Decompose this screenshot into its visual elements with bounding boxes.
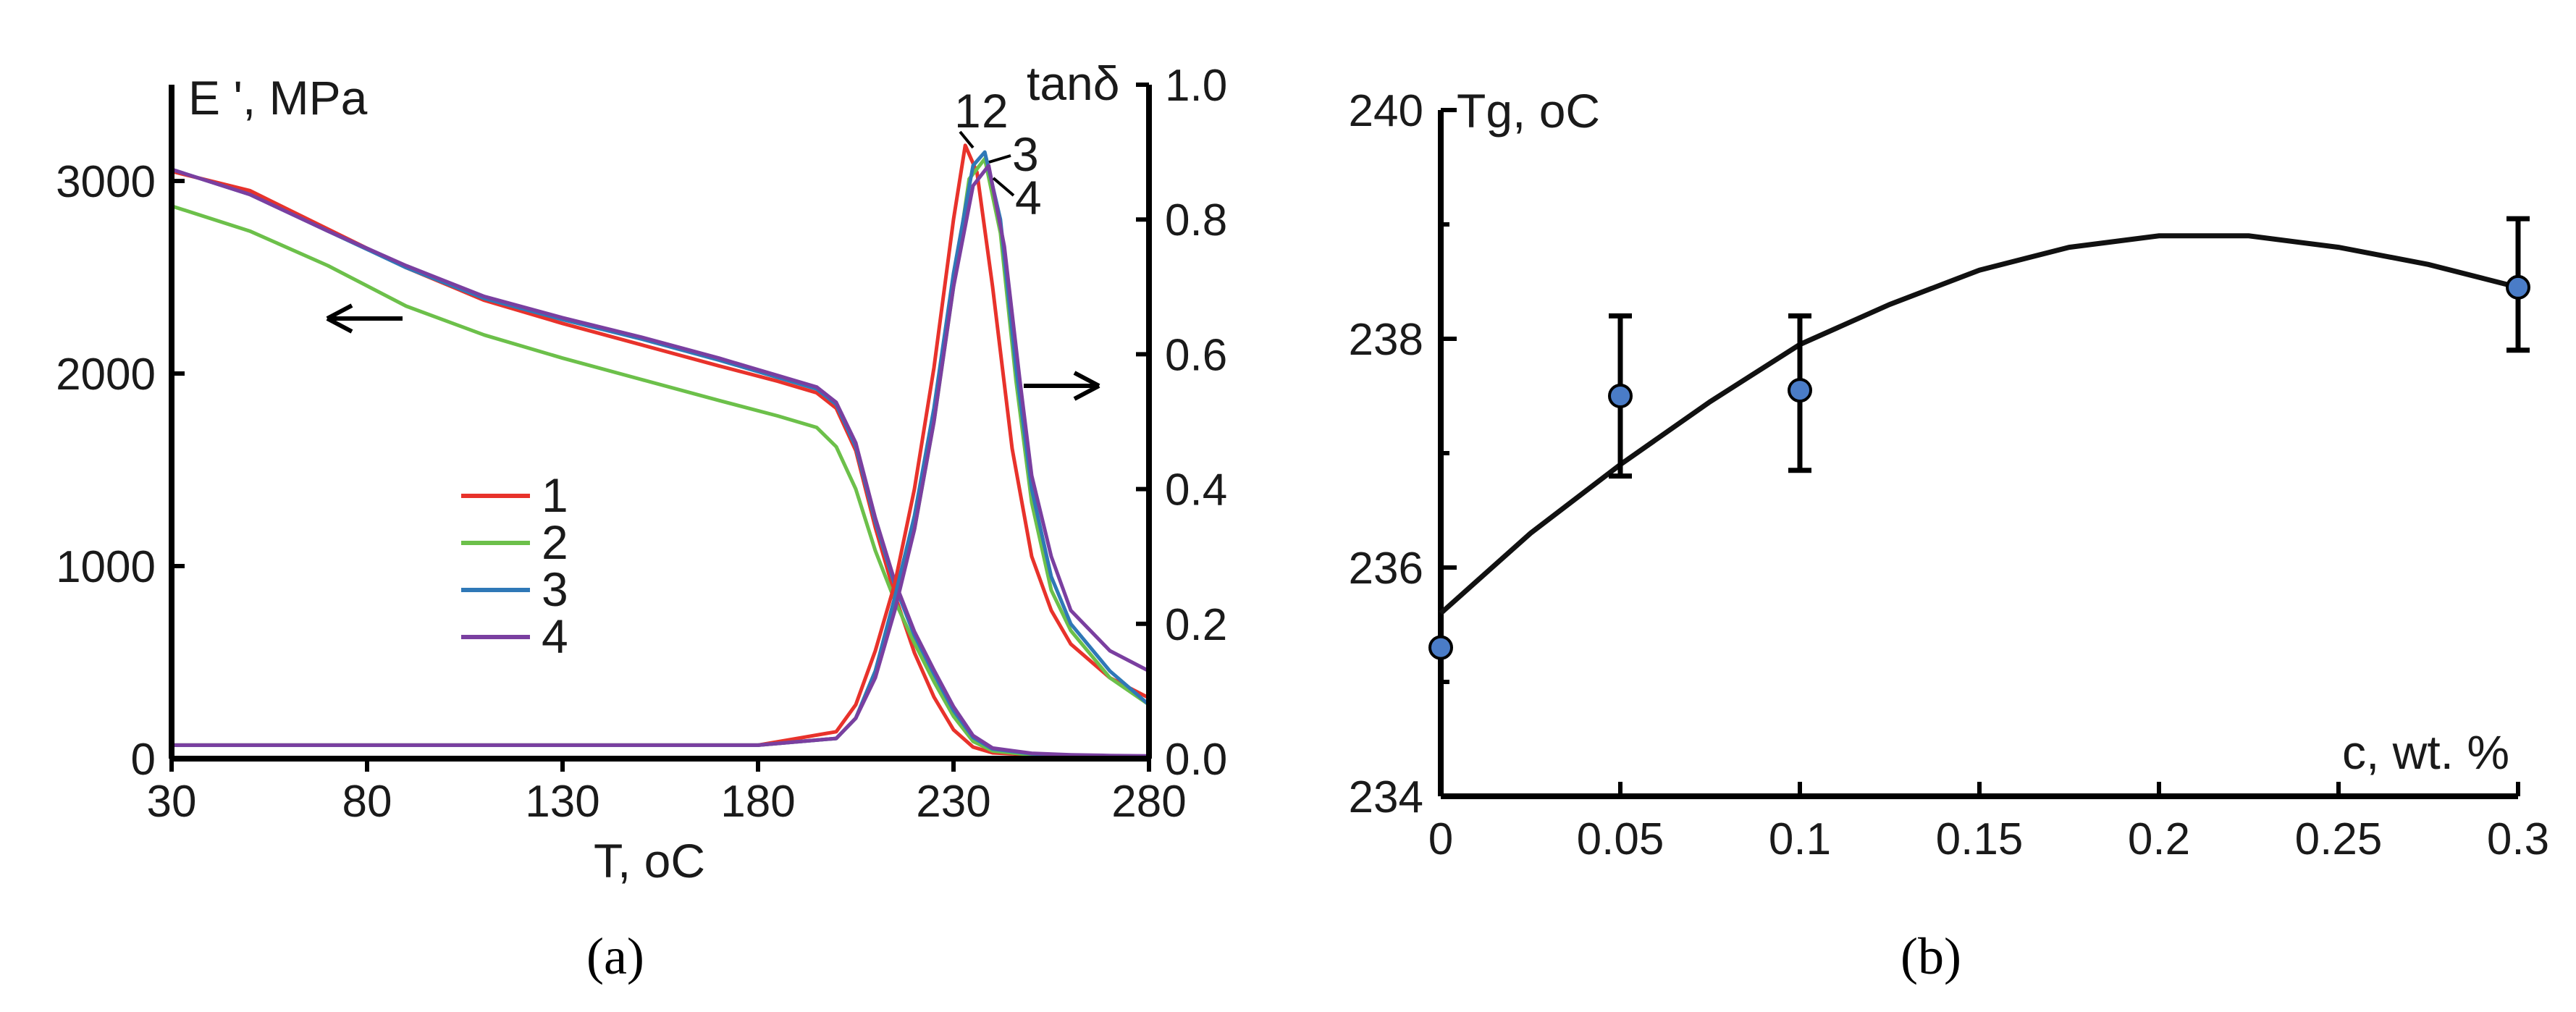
panel-a-caption: (a) (586, 927, 644, 985)
y-right-tick-label: 0.4 (1165, 465, 1227, 515)
panel-a-ticks: 30 80 130 180 230 280 0 1000 2000 3000 0.0 0.2 0.4 0.… (56, 61, 1227, 827)
x-tick-label: 30 (147, 777, 197, 827)
panel-b-chart: 0 0.05 0.1 0.15 0.2 0.25 0.3 234 236 238 240 Tg, o… (1349, 84, 2550, 985)
peak-label-2: 2 (982, 84, 1009, 138)
panel-a-chart: 30 80 130 180 230 280 0 1000 2000 3000 0.0 0.2 0.4 0.… (56, 56, 1227, 985)
storage-modulus-line-2 (169, 204, 1151, 759)
data-point-3 (2506, 274, 2530, 300)
y-left-axis-label: E ', MPa (188, 71, 368, 125)
x-tick-label: 0.3 (2487, 814, 2549, 864)
x-tick-label: 80 (342, 777, 392, 827)
x-tick-label: 180 (720, 777, 795, 827)
y-tick-label: 238 (1349, 315, 1423, 365)
data-points (1428, 216, 2530, 660)
y-tick-label: 240 (1349, 86, 1423, 136)
data-point-2 (1788, 378, 1812, 403)
y-tick-label: 234 (1349, 772, 1423, 822)
panel-a-axes (169, 85, 1152, 762)
x-tick-label: 0.05 (1577, 814, 1664, 864)
panel-b-axes (1438, 110, 2518, 799)
tan-delta-series-group (169, 143, 1151, 747)
data-point-0 (1428, 635, 1453, 660)
x-tick-label: 280 (1111, 777, 1186, 827)
storage-modulus-line-4 (169, 167, 1151, 758)
panel-b-caption: (b) (1901, 927, 1961, 985)
y-right-tick-label: 0.6 (1165, 330, 1227, 380)
tan-delta-line-4 (169, 164, 1151, 747)
x-tick-label: 0 (1428, 814, 1453, 864)
y-right-tick-label: 1.0 (1165, 61, 1227, 111)
storage-modulus-series-group (169, 167, 1151, 759)
y-right-tick-label: 0.8 (1165, 195, 1227, 245)
x-tick-label: 130 (525, 777, 599, 827)
y-left-tick-label: 0 (131, 735, 156, 785)
legend-label-4: 4 (542, 610, 568, 663)
x-tick-label: 0.2 (2128, 814, 2190, 864)
y-left-tick-label: 2000 (56, 350, 156, 400)
peak-label-1: 1 (954, 84, 981, 138)
y-right-tick-label: 0.0 (1165, 735, 1227, 785)
peak-label-3: 3 (1012, 127, 1039, 181)
peak-pointer-1 (959, 130, 975, 149)
y-axis-label: Tg, oC (1457, 84, 1600, 138)
fit-curve-line (1439, 233, 2519, 615)
y-tick-label: 236 (1349, 544, 1423, 594)
x-tick-label: 0.15 (1936, 814, 2024, 864)
y-left-tick-label: 1000 (56, 542, 156, 592)
x-axis-label: c, wt. % (2342, 725, 2509, 779)
x-tick-label: 0.25 (2295, 814, 2383, 864)
x-tick-label: 230 (916, 777, 990, 827)
peak-label-4: 4 (1015, 171, 1042, 224)
data-point-1 (1608, 384, 1633, 408)
legend-label-2: 2 (542, 515, 568, 569)
tan-delta-axis-arrow-icon (1024, 371, 1100, 401)
x-tick-label: 0.1 (1769, 814, 1831, 864)
y-right-tick-label: 0.2 (1165, 600, 1227, 650)
peak-pointer-4 (992, 177, 1015, 197)
peak-pointer-3 (988, 154, 1011, 164)
fit-curve (1439, 233, 2519, 615)
tan-delta-line-1 (169, 143, 1151, 747)
legend-label-1: 1 (542, 468, 568, 522)
y-right-axis-label: tanδ (1027, 56, 1120, 110)
x-axis-label: T, oC (594, 834, 705, 887)
panel-b-ticks: 0 0.05 0.1 0.15 0.2 0.25 0.3 234 236 238 240 (1349, 86, 2550, 864)
y-left-tick-label: 3000 (56, 157, 156, 207)
legend-label-3: 3 (542, 562, 568, 616)
storage-axis-arrow-icon (326, 303, 403, 334)
